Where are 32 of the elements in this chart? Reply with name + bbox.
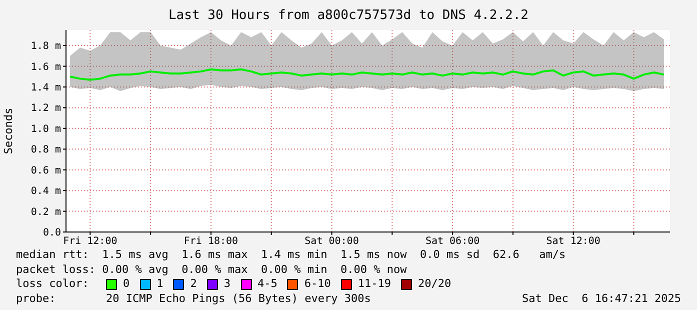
y-tick-label: 0.6 m (30, 165, 61, 176)
y-axis-title: Seconds (2, 108, 15, 154)
y-tick-label: 1.8 m (30, 41, 61, 52)
y-tick-label: 1.0 m (30, 124, 61, 135)
y-tick-label: 0.2 m (30, 206, 61, 218)
x-tick-label: Fri 18:00 (184, 236, 238, 248)
text: 20 ICMP Echo Pings (56 Bytes) every 300s (106, 292, 372, 306)
y-tick-label: 1.6 m (30, 62, 61, 73)
text: 11-19 (356, 277, 391, 292)
text: median rtt: 1.5 ms avg 1.6 ms max 1.4 ms min 1.5 ms now 0.0 ms sd 62.6 am/s (16, 248, 567, 262)
text: probe: (16, 292, 57, 306)
text: 20/20 (417, 277, 452, 292)
text: 3 (222, 277, 230, 292)
x-tick-label: Sat 12:00 (546, 236, 600, 248)
chart-title: Last 30 Hours from a800c757573d to DNS 4.2.2.2 (167, 8, 530, 23)
text: loss color: (16, 277, 90, 292)
x-tick-label: Sat 00:00 (304, 236, 359, 248)
text: Sat Dec 6 16:47:21 2025 (522, 292, 681, 306)
y-tick-label: 0.4 m (30, 186, 61, 198)
text: 1 (156, 277, 164, 292)
x-tick-label: Sat 06:00 (425, 236, 480, 248)
y-tick-label: 0.8 m (30, 144, 61, 156)
text: 0 (122, 277, 130, 292)
text: 4-5 (256, 277, 278, 292)
y-tick-label: 0.0 (42, 228, 61, 239)
text: packet loss: 0.00 % avg 0.00 % max 0.00 % min 0.00 % now (16, 262, 408, 277)
y-tick-label: 1.2 m (30, 103, 61, 114)
x-tick-label: Fri 12:00 (63, 236, 118, 248)
text: 2 (189, 277, 197, 292)
y-tick-label: 1.4 m (30, 82, 61, 94)
text: 6-10 (303, 277, 331, 292)
line-series (69, 68, 665, 81)
